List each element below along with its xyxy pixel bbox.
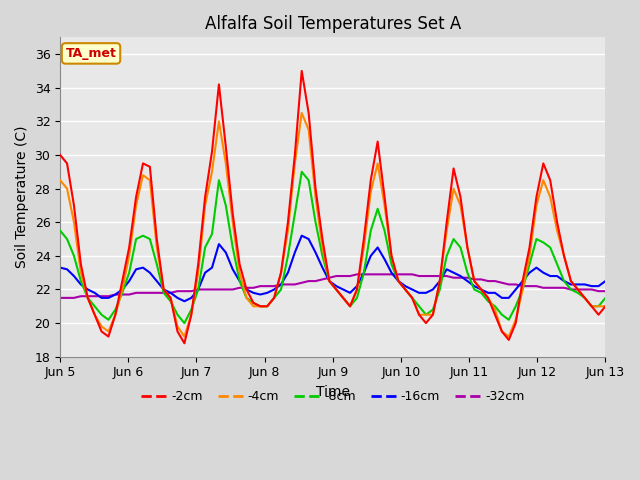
X-axis label: Time: Time: [316, 385, 350, 399]
Text: TA_met: TA_met: [66, 47, 116, 60]
Y-axis label: Soil Temperature (C): Soil Temperature (C): [15, 126, 29, 268]
Title: Alfalfa Soil Temperatures Set A: Alfalfa Soil Temperatures Set A: [205, 15, 461, 33]
Legend: -2cm, -4cm, -8cm, -16cm, -32cm: -2cm, -4cm, -8cm, -16cm, -32cm: [136, 385, 529, 408]
